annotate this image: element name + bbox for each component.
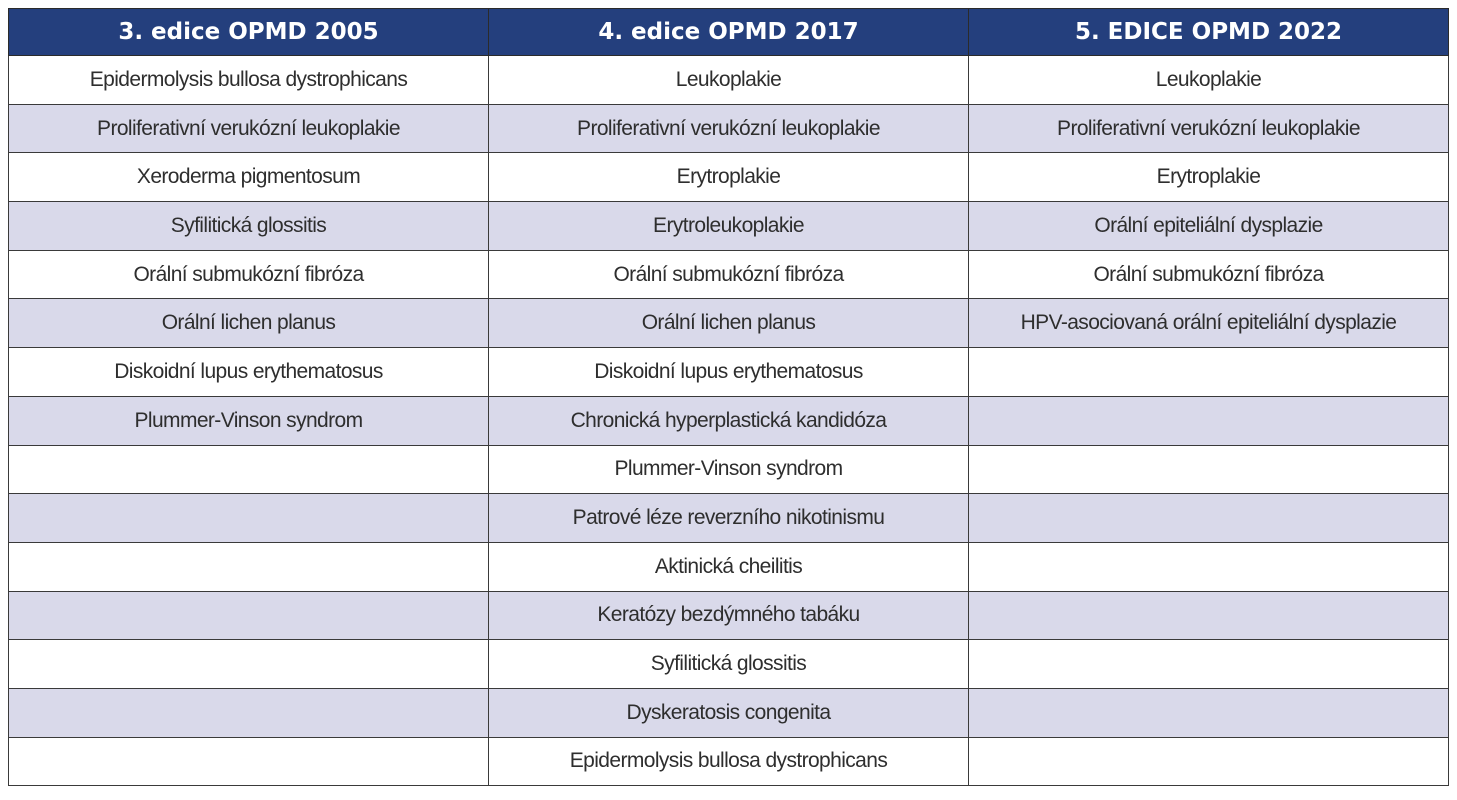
column-header-2022: 5. EDICE OPMD 2022 [968,8,1449,56]
cell-2022 [968,347,1449,397]
cell-2022 [968,639,1449,689]
cell-2017: Syfilitická glossitis [488,639,969,689]
cell-2022: Orální epiteliální dysplazie [968,201,1449,251]
cell-2017: Dyskeratosis congenita [488,687,969,738]
table-row: Diskoidní lupus erythematosus Diskoidní l… [8,347,1449,397]
cell-2022 [968,590,1449,641]
cell-2005 [8,736,489,787]
cell-2022 [968,736,1449,787]
table-row: Keratózy bezdýmného tabáku [8,590,1449,641]
cell-2022 [968,395,1449,446]
cell-2022 [968,541,1449,592]
cell-2022 [968,444,1449,495]
cell-2017: Diskoidní lupus erythematosus [488,347,969,397]
table-row: Syfilitická glossitis Erytroleukoplakie Or… [8,201,1449,251]
table-row: Syfilitická glossitis [8,639,1449,689]
cell-2005: Diskoidní lupus erythematosus [8,347,489,397]
cell-2022: HPV-asociovaná orální epiteliální dyspla… [968,298,1449,349]
cell-2005: Syfilitická glossitis [8,201,489,251]
cell-2005 [8,541,489,592]
table-row: Orální submukózní fibróza Orální submukóz… [8,249,1449,300]
table-row: Proliferativní verukózní leukoplakie Prol… [8,103,1449,154]
cell-2017: Proliferativní verukózní leukoplakie [488,103,969,154]
table-row: Epidermolysis bullosa dystrophicans [8,736,1449,787]
table-body: Epidermolysis bullosa dystrophicans Leuko… [8,55,1449,787]
cell-2017: Erytroleukoplakie [488,201,969,251]
cell-2017: Chronická hyperplastická kandidóza [488,395,969,446]
table-row: Xeroderma pigmentosum Erytroplakie Erytrop… [8,152,1449,203]
cell-2022: Erytroplakie [968,152,1449,203]
cell-2022 [968,493,1449,543]
opmd-editions-table: 3. edice OPMD 2005 4. edice OPMD 2017 5.… [8,8,1449,787]
cell-2017: Leukoplakie [488,55,969,105]
cell-2005 [8,590,489,641]
cell-2017: Plummer-Vinson syndrom [488,444,969,495]
table-row: Plummer-Vinson syndrom [8,444,1449,495]
cell-2017: Aktinická cheilitis [488,541,969,592]
table-row: Dyskeratosis congenita [8,687,1449,738]
cell-2017: Orální submukózní fibróza [488,249,969,300]
cell-2005: Proliferativní verukózní leukoplakie [8,103,489,154]
cell-2005: Epidermolysis bullosa dystrophicans [8,55,489,105]
cell-2017: Patrové léze reverzního nikotinismu [488,493,969,543]
cell-2022: Orální submukózní fibróza [968,249,1449,300]
cell-2022: Leukoplakie [968,55,1449,105]
table-header-row: 3. edice OPMD 2005 4. edice OPMD 2017 5.… [8,8,1449,56]
cell-2022: Proliferativní verukózní leukoplakie [968,103,1449,154]
cell-2017: Erytroplakie [488,152,969,203]
cell-2005 [8,493,489,543]
cell-2005 [8,444,489,495]
opmd-table-container: 3. edice OPMD 2005 4. edice OPMD 2017 5.… [8,8,1449,787]
table-row: Orální lichen planus Orální lichen planus… [8,298,1449,349]
column-header-2005: 3. edice OPMD 2005 [8,8,489,56]
cell-2017: Epidermolysis bullosa dystrophicans [488,736,969,787]
cell-2005 [8,687,489,738]
cell-2017: Orální lichen planus [488,298,969,349]
cell-2005: Orální lichen planus [8,298,489,349]
cell-2005: Orální submukózní fibróza [8,249,489,300]
cell-2017: Keratózy bezdýmného tabáku [488,590,969,641]
table-row: Aktinická cheilitis [8,541,1449,592]
column-header-2017: 4. edice OPMD 2017 [488,8,969,56]
cell-2005: Plummer-Vinson syndrom [8,395,489,446]
table-row: Epidermolysis bullosa dystrophicans Leuko… [8,55,1449,105]
table-row: Plummer-Vinson syndrom Chronická hyperpla… [8,395,1449,446]
cell-2022 [968,687,1449,738]
cell-2005 [8,639,489,689]
table-row: Patrové léze reverzního nikotinismu [8,493,1449,543]
cell-2005: Xeroderma pigmentosum [8,152,489,203]
